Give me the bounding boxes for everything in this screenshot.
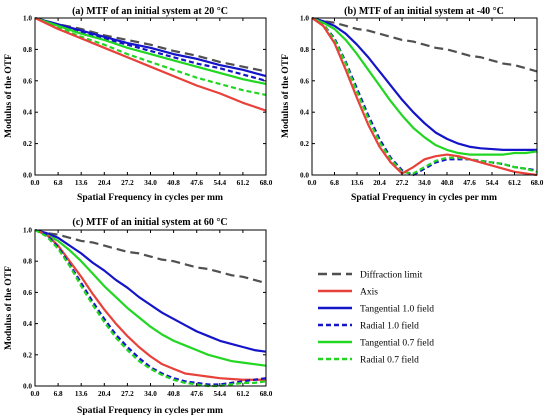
panel-c-xtick-label: 20.4 — [98, 390, 111, 398]
panel-a-xtick-label: 61.2 — [237, 179, 250, 187]
panel-c-xtick-label: 34.0 — [144, 390, 157, 398]
legend-label-diff: Diffraction limit — [360, 269, 423, 280]
panel-c-frame — [34, 229, 267, 387]
panel-b-line-diff — [311, 16, 538, 73]
panel-c-xtick-label: 0.0 — [31, 390, 40, 398]
panel-c-xtick-label: 61.2 — [237, 390, 250, 398]
panel-a-xtick-label: 27.2 — [121, 179, 134, 187]
legend-label-axis: Axis — [360, 287, 378, 297]
panel-c-line-t07 — [34, 228, 267, 367]
panel-b-xtick-label: 6.8 — [330, 179, 339, 187]
panel-b-line-t10 — [311, 16, 537, 151]
legend: Diffraction limit Axis Tangential 1.0 fiel… — [318, 269, 434, 365]
panel-b-xtick-label: 61.2 — [508, 179, 521, 187]
panel-b-line-axis — [311, 17, 538, 177]
panel-c-ytick-label: 0.4 — [23, 320, 32, 328]
panel-c-xlabel: Spatial Frequency in cycles per mm — [77, 405, 223, 416]
panel-c-xtick-label: 6.8 — [54, 390, 63, 398]
panel-a-xtick-label: 40.8 — [167, 179, 180, 187]
panel-b-line-t07 — [311, 16, 538, 156]
panel-b-title: (b) MTF of an initial system at -40 °C — [344, 6, 504, 17]
panel-c-xtick-label: 13.6 — [75, 390, 88, 398]
panel-a-xtick-label: 6.8 — [54, 179, 63, 187]
panel-c-ytick-label: 1.0 — [23, 227, 32, 235]
panel-a-line-t07 — [34, 16, 267, 86]
panel-b-ylabel: Modulus of the OTF — [280, 54, 291, 138]
panel-a-ytick-label: 0.6 — [23, 77, 32, 85]
panel-a-line-t10 — [34, 16, 267, 78]
panel-a-ytick-label: 0.0 — [23, 172, 32, 180]
panel-c: (c) MTF of an initial system at 60 °C Sp… — [3, 217, 273, 416]
panel-c-ytick-label: 0.2 — [23, 351, 32, 359]
panel-a-ytick-label: 0.2 — [23, 140, 32, 148]
panel-a-line-r07 — [34, 16, 267, 97]
panel-c-ytick-label: 0.8 — [23, 258, 32, 266]
panel-a-ytick-label: 1.0 — [23, 15, 32, 23]
legend-label-t07: Tangential 0.7 field — [360, 337, 434, 348]
panel-b-xtick-label: 68.0 — [531, 179, 544, 187]
panel-b-xtick-label: 27.2 — [396, 179, 409, 187]
legend-label-r07: Radial 0.7 field — [360, 354, 419, 365]
panel-c-xtick-label: 68.0 — [260, 390, 273, 398]
panel-c-xtick-label: 54.4 — [214, 390, 227, 398]
legend-label-t10: Tangential 1.0 field — [360, 303, 434, 314]
panel-b-ytick-label: 1.0 — [300, 15, 309, 23]
panel-a-line-axis — [34, 17, 267, 112]
panel-c-xtick-label: 40.8 — [167, 390, 180, 398]
panel-c-ytick-label: 0.6 — [23, 289, 32, 297]
panel-a-xtick-label: 20.4 — [98, 179, 111, 187]
panel-a-xtick-label: 34.0 — [144, 179, 157, 187]
panel-b-xtick-label: 47.6 — [463, 179, 476, 187]
panel-b-xtick-label: 34.0 — [418, 179, 431, 187]
panel-a-ytick-label: 0.4 — [23, 109, 32, 117]
panel-c-xtick-label: 47.6 — [190, 390, 203, 398]
panel-b-ytick-label: 0.4 — [300, 109, 309, 117]
panel-b-ytick-label: 0.0 — [300, 172, 309, 180]
panel-a-xlabel: Spatial Frequency in cycles per mm — [77, 192, 223, 203]
panel-b-ytick-label: 0.6 — [300, 77, 309, 85]
panel-b-xlabel: Spatial Frequency in cycles per mm — [351, 192, 497, 203]
panel-c-ytick-label: 0.0 — [23, 383, 32, 391]
panel-c-xtick-label: 27.2 — [121, 390, 134, 398]
legend-label-r10: Radial 1.0 field — [360, 320, 419, 331]
panel-c-line-diff — [34, 228, 267, 285]
panel-c-line-r07 — [34, 229, 267, 388]
panel-a-xtick-label: 13.6 — [75, 179, 88, 187]
panel-a-xtick-label: 54.4 — [214, 179, 227, 187]
panel-b-ytick-label: 0.8 — [300, 46, 309, 54]
panel-a: (a) MTF of an initial system at 20 °C Sp… — [3, 6, 273, 203]
panel-b: (b) MTF of an initial system at -40 °C S… — [280, 6, 544, 203]
panel-b-xtick-label: 13.6 — [351, 179, 364, 187]
panel-a-frame — [34, 17, 267, 176]
panel-c-line-axis — [34, 228, 266, 381]
panel-c-title: (c) MTF of an initial system at 60 °C — [72, 217, 227, 228]
panel-a-line-diff — [34, 16, 267, 73]
panel-b-xtick-label: 40.8 — [441, 179, 454, 187]
panel-b-xtick-label: 20.4 — [373, 179, 386, 187]
panel-c-line-t10 — [34, 228, 267, 353]
panel-b-xtick-label: 0.0 — [308, 179, 317, 187]
panel-c-ylabel: Modulus of the OTF — [3, 266, 14, 350]
panel-a-xtick-label: 0.0 — [31, 179, 40, 187]
panel-a-ytick-label: 0.8 — [23, 46, 32, 54]
panel-b-ytick-label: 0.2 — [300, 140, 309, 148]
panel-b-line-r07 — [311, 17, 538, 175]
panel-b-xtick-label: 54.4 — [486, 179, 499, 187]
panel-a-xtick-label: 68.0 — [260, 179, 273, 187]
panel-a-title: (a) MTF of an initial system at 20 °C — [72, 6, 228, 17]
panel-a-xtick-label: 47.6 — [190, 179, 203, 187]
panel-a-ylabel: Modulus of the OTF — [3, 54, 14, 138]
